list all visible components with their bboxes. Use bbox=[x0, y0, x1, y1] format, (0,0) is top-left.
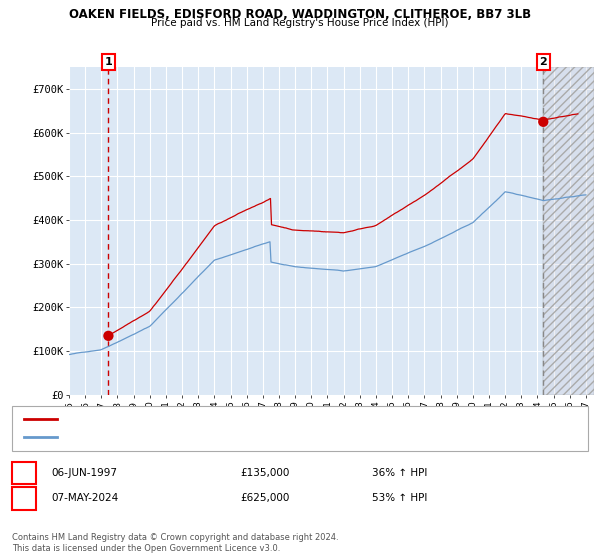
Bar bbox=[543, 67, 594, 395]
Text: 53% ↑ HPI: 53% ↑ HPI bbox=[372, 493, 427, 503]
Bar bbox=[543, 67, 594, 395]
Text: £135,000: £135,000 bbox=[240, 468, 289, 478]
Text: 06-JUN-1997: 06-JUN-1997 bbox=[51, 468, 117, 478]
Point bbox=[104, 332, 113, 340]
Text: OAKEN FIELDS, EDISFORD ROAD, WADDINGTON, CLITHEROE, BB7 3LB (detached house): OAKEN FIELDS, EDISFORD ROAD, WADDINGTON,… bbox=[63, 414, 481, 423]
Text: 07-MAY-2024: 07-MAY-2024 bbox=[51, 493, 118, 503]
Text: 1: 1 bbox=[20, 468, 28, 478]
Text: £625,000: £625,000 bbox=[240, 493, 289, 503]
Text: Price paid vs. HM Land Registry's House Price Index (HPI): Price paid vs. HM Land Registry's House … bbox=[151, 18, 449, 29]
Text: 1: 1 bbox=[104, 57, 112, 67]
Text: HPI: Average price, detached house, Ribble Valley: HPI: Average price, detached house, Ribb… bbox=[63, 433, 300, 442]
Text: OAKEN FIELDS, EDISFORD ROAD, WADDINGTON, CLITHEROE, BB7 3LB: OAKEN FIELDS, EDISFORD ROAD, WADDINGTON,… bbox=[69, 8, 531, 21]
Point bbox=[538, 118, 548, 127]
Text: 2: 2 bbox=[20, 493, 28, 503]
Text: 2: 2 bbox=[539, 57, 547, 67]
Text: Contains HM Land Registry data © Crown copyright and database right 2024.
This d: Contains HM Land Registry data © Crown c… bbox=[12, 533, 338, 553]
Text: 36% ↑ HPI: 36% ↑ HPI bbox=[372, 468, 427, 478]
